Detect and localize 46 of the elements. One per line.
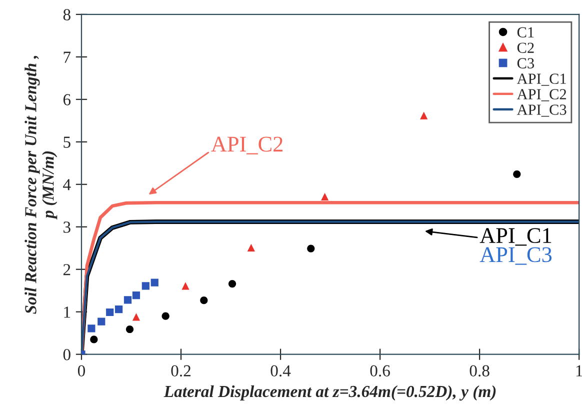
legend-label: API_C1 [516,74,566,86]
legend-label: C1 [517,27,534,38]
point [106,308,114,316]
point [420,112,428,120]
x-axis-title: Lateral Displacement at z=3.64m(=0.52D), y (m) [164,385,496,401]
point [513,170,521,178]
point [132,313,140,321]
point [114,305,123,314]
point [142,282,150,290]
point [307,244,315,252]
y-tick-label: 7 [64,52,71,63]
x-tick-label: 0.6 [370,365,390,377]
legend-label: API_C2 [516,89,566,102]
x-tick-label: 0 [78,365,86,376]
legend-label: API_C3 [516,104,566,117]
point [126,325,134,334]
point [124,296,132,304]
y-tick-label: 0 [63,349,70,360]
point [182,282,190,290]
y-tick-label: 6 [63,94,71,106]
x-tick-label: 0.4 [270,365,291,377]
y-tick-label: 8 [63,9,70,20]
x-tick-label: 0.8 [470,365,490,377]
legend-label: C3 [517,58,534,68]
point [90,336,98,344]
point [228,280,236,288]
x-tick-label: 1 [576,365,582,376]
x-tick-label: 0.2 [171,365,190,377]
y-tick-label: 1 [64,306,70,318]
point [98,318,106,326]
annotation: API_C2 [211,136,282,154]
point [162,312,170,320]
point [132,291,140,300]
point [150,278,158,286]
annotation: API_C3 [480,247,552,265]
y-tick-label: 5 [64,136,70,148]
y-tick-label: 4 [63,179,71,190]
annotation: API_C1 [480,228,552,246]
y-tick-label: 2 [63,264,70,276]
legend-label: C2 [517,42,534,53]
point [247,244,255,252]
point [200,296,208,304]
y-tick-label: 3 [64,222,70,233]
point [321,192,329,200]
y-axis-title: Soil Reaction Force per Unit Length , p (MN/m) [24,56,58,314]
point [88,324,96,332]
